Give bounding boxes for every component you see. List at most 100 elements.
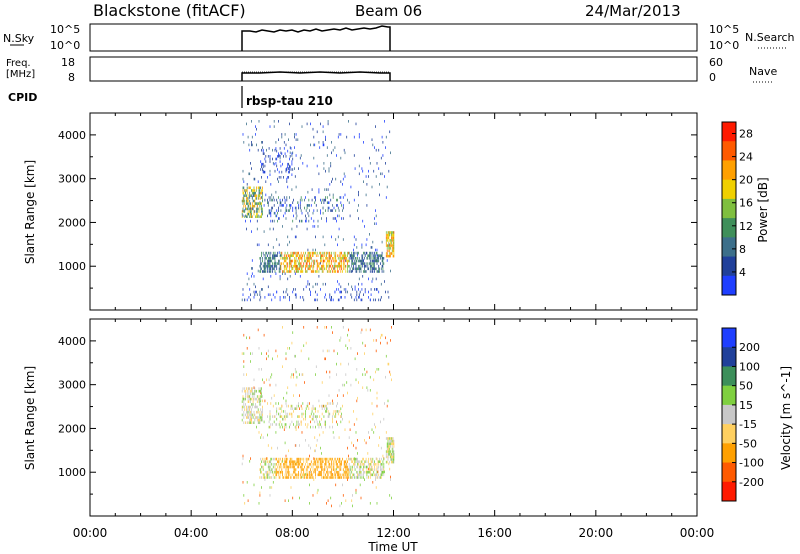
- heatmap-cell: [369, 473, 371, 477]
- heatmap-cell: [317, 488, 319, 492]
- heatmap-cell: [327, 465, 329, 469]
- heatmap-cell: [376, 251, 378, 255]
- heatmap-cell: [301, 198, 303, 202]
- heatmap-cell: [305, 264, 307, 268]
- heatmap-cell: [309, 267, 310, 271]
- heatmap-cell: [341, 460, 342, 463]
- heatmap-cell: [369, 465, 370, 469]
- heatmap-cell: [286, 204, 288, 207]
- heatmap-cell: [327, 206, 329, 210]
- heatmap-cell: [268, 473, 270, 476]
- heatmap-cell: [344, 463, 346, 466]
- heatmap-cell: [364, 352, 365, 355]
- heatmap-cell: [293, 251, 294, 255]
- heatmap-cell: [326, 219, 327, 223]
- heatmap-cell: [309, 204, 310, 207]
- heatmap-cell: [392, 254, 394, 258]
- heatmap-cell: [358, 465, 360, 469]
- heatmap-cell: [281, 465, 283, 469]
- heatmap-cell: [293, 460, 294, 463]
- heatmap-cell: [284, 423, 286, 426]
- heatmap-cell: [270, 457, 272, 461]
- heatmap-cell: [388, 236, 390, 240]
- heatmap-cell: [267, 444, 269, 447]
- heatmap-cell: [337, 254, 338, 257]
- heatmap-cell: [289, 460, 291, 463]
- heatmap-cell: [341, 204, 342, 207]
- heatmap-cell: [248, 400, 250, 403]
- heatmap-cell: [393, 442, 395, 446]
- heatmap-cell: [287, 176, 289, 179]
- heatmap-cell: [360, 465, 362, 469]
- heatmap-cell: [289, 298, 290, 302]
- heatmap-cell: [305, 468, 307, 471]
- heatmap-cell: [336, 404, 337, 408]
- heatmap-cell: [358, 296, 359, 299]
- heatmap-cell: [248, 405, 250, 409]
- heatmap-cell: [278, 460, 280, 463]
- heatmap-cell: [274, 254, 276, 257]
- heatmap-cell: [356, 457, 358, 461]
- heatmap-cell: [343, 470, 345, 474]
- heatmap-cell: [299, 254, 301, 257]
- heatmap-cell: [365, 251, 367, 255]
- heatmap-cell: [352, 254, 353, 257]
- heatmap-cell: [283, 463, 285, 466]
- heatmap-cell: [289, 473, 290, 477]
- heatmap-cell: [326, 154, 328, 157]
- heatmap-cell: [299, 254, 300, 257]
- heatmap-cell: [380, 257, 381, 260]
- heatmap-cell: [286, 267, 288, 271]
- heatmap-cell: [373, 257, 375, 260]
- heatmap-cell: [283, 155, 284, 158]
- heatmap-cell: [346, 259, 348, 263]
- heatmap-cell: [366, 238, 368, 241]
- heatmap-cell: [289, 425, 290, 429]
- heatmap-cell: [278, 176, 280, 179]
- heatmap-cell: [355, 264, 357, 268]
- heatmap-cell: [348, 259, 350, 263]
- heatmap-cell: [283, 410, 284, 413]
- heatmap-cell: [337, 476, 338, 479]
- heatmap-cell: [243, 421, 245, 424]
- heatmap-cell: [326, 370, 327, 374]
- heatmap-cell: [274, 262, 276, 265]
- heatmap-cell: [285, 259, 287, 263]
- heatmap-cell: [375, 267, 377, 271]
- heatmap-cell: [294, 463, 295, 466]
- heatmap-cell: [256, 207, 258, 211]
- heatmap-cell: [335, 415, 337, 418]
- heatmap-cell: [321, 264, 323, 268]
- heatmap-cell: [385, 453, 387, 456]
- heatmap-cell: [305, 209, 307, 212]
- heatmap-cell: [301, 270, 303, 273]
- heatmap-cell: [354, 457, 356, 461]
- heatmap-cell: [307, 267, 309, 271]
- heatmap-cell: [314, 298, 316, 302]
- heatmap-cell: [352, 259, 353, 263]
- heatmap-cell: [308, 357, 310, 361]
- heatmap-cell: [244, 408, 246, 411]
- heatmap-cell: [286, 196, 288, 199]
- heatmap-cell: [393, 439, 395, 443]
- heatmap-cell: [309, 415, 310, 418]
- heatmap-cell: [315, 198, 316, 202]
- heatmap-cell: [260, 395, 262, 398]
- heatmap-cell: [386, 460, 388, 464]
- heatmap-cell: [312, 270, 314, 273]
- heatmap-cell: [246, 395, 248, 398]
- heatmap-cell: [329, 259, 331, 263]
- heatmap-cell: [282, 425, 283, 429]
- heatmap-cell: [262, 288, 263, 291]
- heatmap-cell: [261, 352, 262, 355]
- heatmap-cell: [325, 282, 326, 286]
- heatmap-cell: [390, 269, 391, 273]
- colorbar-tick-label: 8: [739, 243, 746, 256]
- heatmap-cell: [388, 362, 390, 366]
- heatmap-cell: [251, 141, 252, 144]
- heatmap-cell: [300, 420, 302, 424]
- heatmap-cell: [283, 417, 284, 421]
- heatmap-cell: [357, 439, 358, 442]
- heatmap-cell: [289, 259, 291, 263]
- heatmap-cell: [386, 254, 388, 258]
